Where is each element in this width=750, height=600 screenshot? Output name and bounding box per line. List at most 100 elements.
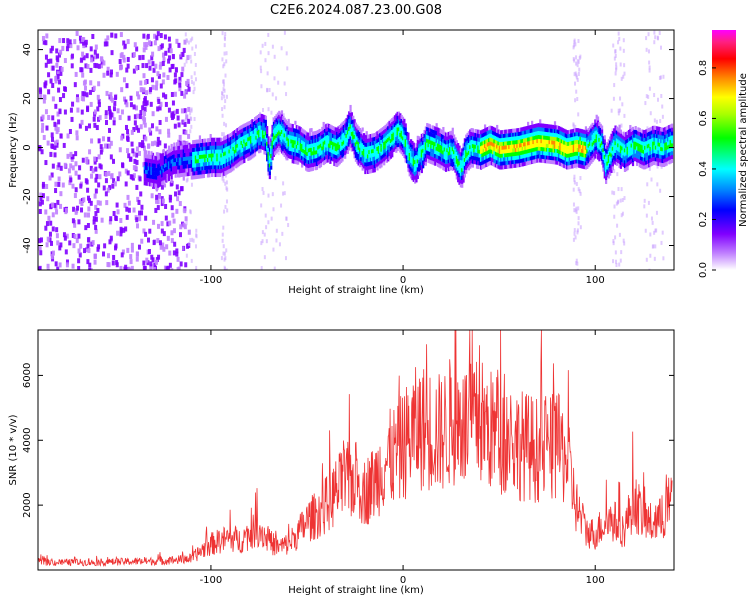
heatmap-cell <box>644 145 647 150</box>
heatmap-cell <box>65 262 69 268</box>
heatmap-cell <box>80 109 84 115</box>
heatmap-cell <box>392 116 395 121</box>
heatmap-cell <box>563 148 566 153</box>
heatmap-cell <box>167 47 171 53</box>
heatmap-cell <box>126 63 130 69</box>
heatmap-cell <box>223 37 226 42</box>
heatmap-cell <box>196 174 199 179</box>
heatmap-cell <box>56 240 60 246</box>
heatmap-cell <box>336 131 339 136</box>
heatmap-cell <box>631 138 635 143</box>
heatmap-cell <box>156 71 160 77</box>
heatmap-cell <box>241 128 245 133</box>
heatmap-cell <box>619 145 623 150</box>
heatmap-cell <box>490 149 493 154</box>
heatmap-cell <box>368 161 371 166</box>
heatmap-cell <box>225 59 228 64</box>
heatmap-cell <box>169 181 173 187</box>
heatmap-cell <box>224 167 227 172</box>
heatmap-cell <box>135 146 139 152</box>
heatmap-cell <box>448 135 452 140</box>
heatmap-cell <box>292 128 296 133</box>
heatmap-cell <box>170 167 173 172</box>
heatmap-cell <box>301 147 304 152</box>
heatmap-cell <box>463 138 466 143</box>
heatmap-cell <box>99 149 103 155</box>
heatmap-cell <box>553 156 557 161</box>
heatmap-cell <box>94 204 98 210</box>
heatmap-cell <box>454 160 457 165</box>
heatmap-cell <box>471 151 475 156</box>
heatmap-cell <box>575 258 578 263</box>
heatmap-cell <box>474 156 477 161</box>
heatmap-cell <box>431 129 434 134</box>
heatmap-cell <box>537 127 540 132</box>
heatmap-cell <box>372 137 375 142</box>
heatmap-cell <box>317 161 320 166</box>
heatmap-cell <box>310 135 313 140</box>
heatmap-cell <box>143 150 146 154</box>
heatmap-cell <box>200 162 203 167</box>
heatmap-cell <box>619 96 622 101</box>
heatmap-cell <box>228 153 231 158</box>
heatmap-cell <box>231 147 234 152</box>
heatmap-cell <box>58 38 62 44</box>
heatmap-cell <box>395 113 398 118</box>
heatmap-cell <box>349 136 352 141</box>
heatmap-cell <box>621 138 624 143</box>
heatmap-cell <box>278 242 281 247</box>
heatmap-cell <box>82 40 86 46</box>
heatmap-cell <box>306 144 309 149</box>
heatmap-cell <box>631 130 635 135</box>
heatmap-cell <box>478 137 481 142</box>
heatmap-cell <box>154 159 157 164</box>
heatmap-cell <box>575 155 578 160</box>
heatmap-cell <box>107 171 111 177</box>
heatmap-cell <box>90 57 94 63</box>
heatmap-cell <box>611 154 614 159</box>
heatmap-cell <box>210 161 214 166</box>
heatmap-cell <box>263 232 266 237</box>
heatmap-cell <box>338 128 341 133</box>
heatmap-cell <box>547 159 550 164</box>
heatmap-cell <box>151 84 155 90</box>
heatmap-cell <box>545 155 549 160</box>
heatmap-cell <box>223 156 226 161</box>
heatmap-cell <box>220 149 223 154</box>
heatmap-cell <box>53 144 57 150</box>
heatmap-cell <box>649 146 652 151</box>
heatmap-cell <box>419 150 422 155</box>
heatmap-cell <box>566 130 569 135</box>
heatmap-cell <box>448 158 452 163</box>
heatmap-cell <box>490 137 493 142</box>
heatmap-cell <box>418 140 421 145</box>
heatmap-cell <box>302 148 305 153</box>
heatmap-cell <box>409 158 413 163</box>
heatmap-cell <box>362 156 366 161</box>
heatmap-cell <box>648 139 651 144</box>
heatmap-cell <box>598 157 601 162</box>
heatmap-cell <box>633 141 636 146</box>
heatmap-cell <box>193 155 196 160</box>
heatmap-cell <box>223 152 226 157</box>
heatmap-cell <box>582 164 585 169</box>
heatmap-cell <box>430 160 433 165</box>
heatmap-cell <box>150 254 154 260</box>
heatmap-cell <box>247 156 250 161</box>
heatmap-cell <box>527 133 530 138</box>
heatmap-cell <box>63 58 67 64</box>
heatmap-cell <box>278 134 281 139</box>
heatmap-cell <box>502 145 505 150</box>
heatmap-cell <box>212 141 215 146</box>
heatmap-cell <box>306 159 309 164</box>
heatmap-cell <box>135 251 139 257</box>
heatmap-cell <box>427 123 430 128</box>
heatmap-cell <box>170 151 173 156</box>
heatmap-cell <box>586 164 589 169</box>
heatmap-cell <box>459 159 462 164</box>
heatmap-cell <box>89 173 93 179</box>
heatmap-cell <box>337 145 340 150</box>
heatmap-cell <box>361 147 364 152</box>
heatmap-cell <box>158 64 162 70</box>
heatmap-cell <box>175 38 179 44</box>
